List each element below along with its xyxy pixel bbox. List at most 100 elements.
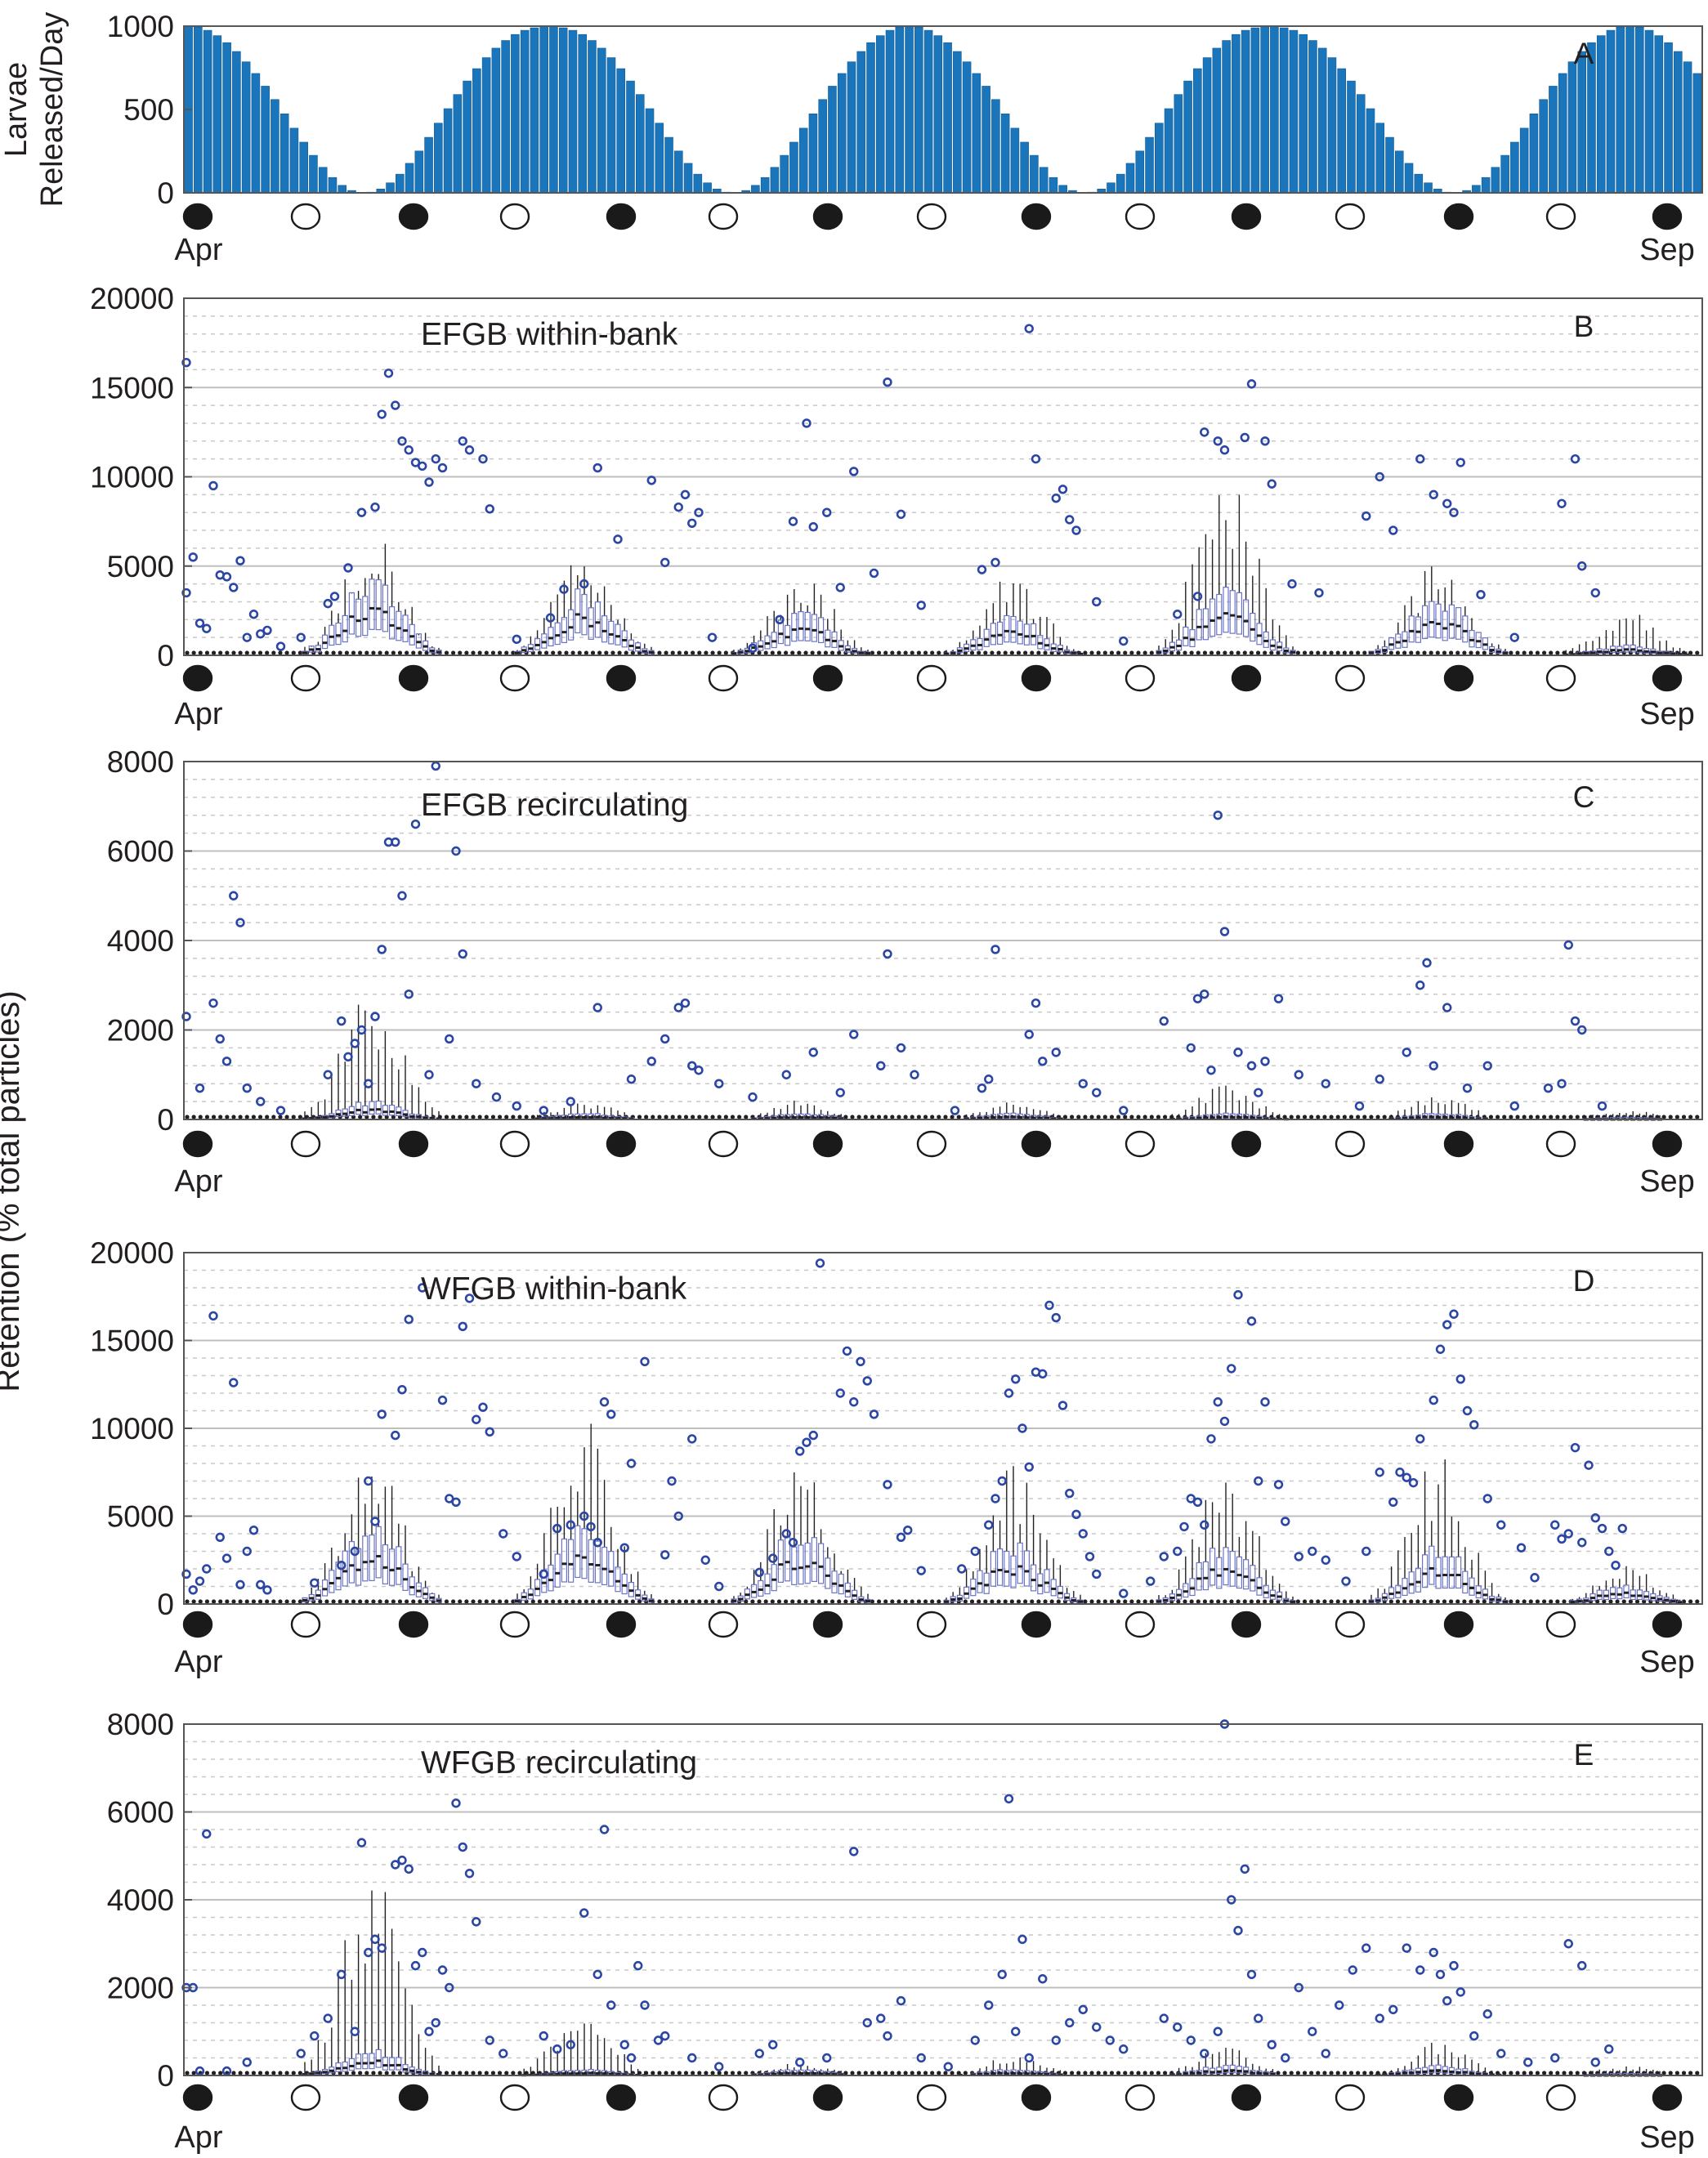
zero-dot	[1688, 1115, 1693, 1119]
outlier-point	[673, 502, 683, 512]
zero-dot	[691, 1115, 695, 1119]
outlier-point	[1206, 1434, 1216, 1444]
outlier-point	[1375, 1075, 1384, 1084]
zero-dot	[1329, 2071, 1334, 2075]
box	[389, 2057, 396, 2071]
zero-dot	[1442, 1599, 1447, 1604]
outlier-point	[1449, 1309, 1459, 1319]
zero-dot	[664, 2071, 668, 2075]
zero-dot	[1196, 1599, 1201, 1604]
zero-dot	[344, 650, 349, 655]
zero-dot	[1036, 1599, 1041, 1604]
box	[1017, 1542, 1023, 1584]
outlier-point	[478, 453, 488, 464]
zero-dot	[969, 650, 975, 655]
bar	[1164, 108, 1174, 194]
zero-dot	[444, 650, 449, 655]
outlier-point	[1186, 1043, 1196, 1053]
outlier-point	[660, 2031, 670, 2041]
box	[1408, 615, 1415, 643]
zero-dot	[204, 1599, 210, 1604]
zero-dot	[670, 650, 675, 655]
full-moon-icon	[812, 203, 843, 230]
zero-dot	[664, 1599, 668, 1604]
bar	[1193, 68, 1202, 194]
new-moon-icon	[1335, 1130, 1366, 1158]
bar	[1327, 57, 1337, 194]
zero-dot	[1096, 1115, 1101, 1119]
bar	[1539, 99, 1548, 194]
zero-dot	[411, 650, 416, 655]
outlier-point	[646, 1057, 656, 1066]
box	[970, 1578, 977, 1597]
outlier-point	[1273, 1480, 1284, 1490]
zero-dot	[391, 650, 396, 655]
full-moon-icon	[812, 664, 843, 692]
outlier-point	[221, 572, 232, 582]
outlier-point	[1435, 1969, 1446, 1980]
full-moon-icon	[606, 2084, 637, 2111]
bar	[1039, 167, 1048, 194]
outlier-point	[687, 2053, 697, 2063]
zero-dot	[530, 1115, 535, 1119]
outlier-point	[579, 1908, 589, 1918]
zero-dot	[1089, 1115, 1094, 1119]
zero-dot	[697, 1599, 702, 1604]
zero-dot	[1136, 650, 1141, 655]
y-tick-label: 0	[157, 1588, 174, 1621]
outlier-point	[1173, 2022, 1183, 2032]
zero-dot	[1282, 2071, 1287, 2075]
outlier-point	[990, 945, 1000, 954]
box	[1442, 610, 1448, 641]
zero-dot	[896, 1115, 901, 1119]
zero-dot	[1562, 2071, 1567, 2075]
zero-dot	[850, 2071, 855, 2075]
zero-dot	[896, 1599, 901, 1604]
outlier-point	[869, 1410, 879, 1419]
zero-dot	[683, 650, 689, 655]
zero-dot	[564, 1599, 569, 1604]
new-moon-icon	[916, 1611, 947, 1638]
box	[1462, 615, 1469, 643]
zero-dot	[1316, 1115, 1321, 1119]
zero-dot	[1083, 2071, 1088, 2075]
zero-dot	[1183, 650, 1187, 655]
full-moon-icon	[1231, 1611, 1262, 1638]
outlier-point	[202, 1564, 212, 1574]
zero-dot	[890, 1599, 895, 1604]
zero-dot	[191, 1115, 196, 1119]
outlier-point	[364, 1079, 373, 1088]
zero-dot	[1356, 1115, 1361, 1119]
moon-phase-markers	[182, 664, 1683, 692]
bar	[808, 114, 818, 194]
zero-dot	[1568, 1115, 1573, 1119]
zero-dot	[1302, 1115, 1308, 1119]
zero-dot	[723, 650, 728, 655]
outlier-point	[343, 563, 353, 573]
zero-dot	[271, 1599, 276, 1604]
outlier-point	[194, 1576, 205, 1586]
zero-dot	[1176, 1599, 1181, 1604]
zero-dot	[1142, 650, 1147, 655]
bar	[1394, 150, 1404, 194]
box	[1462, 1570, 1469, 1594]
outlier-point	[1044, 1300, 1054, 1311]
zero-dot	[910, 1115, 914, 1119]
zero-dot	[710, 2071, 715, 2075]
zero-dot	[677, 1115, 682, 1119]
box	[777, 619, 785, 645]
outlier-point	[229, 583, 239, 592]
zero-dot	[717, 1115, 722, 1119]
new-moon-icon	[290, 2084, 321, 2111]
zero-dot	[1415, 650, 1420, 655]
zero-dot	[1356, 2071, 1361, 2075]
zero-dot	[1116, 1599, 1121, 1604]
zero-dot	[1269, 1599, 1274, 1604]
outlier-point	[377, 1943, 387, 1953]
zero-dot	[1076, 1115, 1081, 1119]
zero-dot	[251, 1599, 256, 1604]
new-moon-icon	[1545, 2084, 1576, 2111]
outlier-point	[194, 618, 205, 628]
bar	[1491, 167, 1500, 194]
outlier-point	[1031, 998, 1041, 1008]
